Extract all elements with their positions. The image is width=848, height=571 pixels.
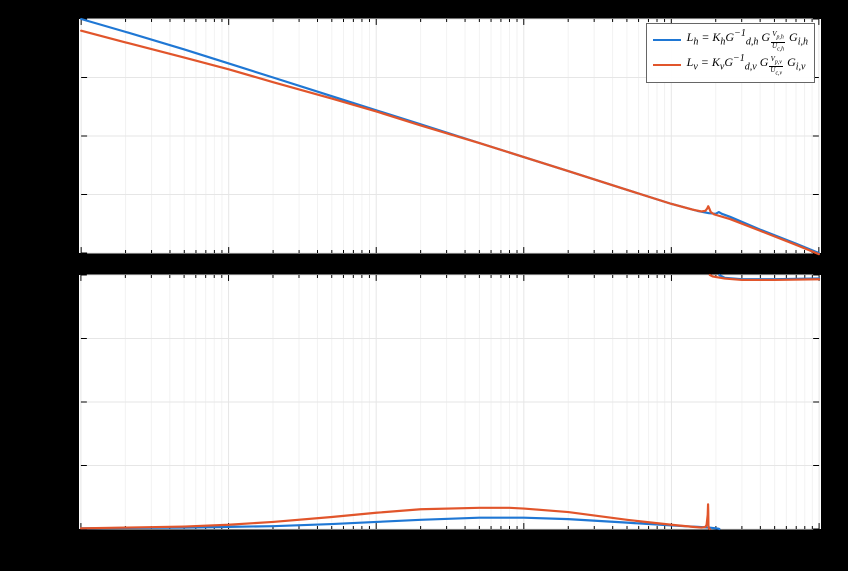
phase-ytick-label: 180 — [54, 268, 71, 280]
figure-title: Bode Diagram — [405, 1, 487, 17]
magnitude-panel: Lh = KhG−1d,h GVp,hUc,h Gi,hLv = KvG−1d,… — [78, 18, 822, 254]
mag-ytick-label: -50 — [55, 248, 70, 260]
legend-label: Lh = KhG−1d,h GVp,hUc,h Gi,h — [687, 28, 808, 53]
mag-ytick-label: 100 — [54, 71, 71, 83]
legend-label: Lv = KvG−1d,v GVp,vUc,v Gi,v — [687, 53, 806, 78]
bode-figure: Lh = KhG−1d,h GVp,hUc,h Gi,hLv = KvG−1d,… — [0, 0, 848, 571]
xtick-label: 10-1 — [217, 534, 236, 550]
magnitude-ylabel: Magnitude (dB) — [30, 103, 46, 186]
phase-ylabel: Phase (deg) — [30, 381, 46, 442]
phase-ytick-label: -180 — [50, 524, 70, 536]
phase-ytick-label: 0 — [65, 396, 71, 408]
xtick-label: 102 — [665, 534, 681, 550]
phase-ytick-label: -90 — [55, 460, 70, 472]
mag-ytick-label: 150 — [54, 12, 71, 24]
phase-plot-svg — [79, 275, 821, 529]
legend-entry-Lh: Lh = KhG−1d,h GVp,hUc,h Gi,h — [653, 28, 808, 53]
phase-panel — [78, 274, 822, 530]
xtick-label: 103 — [814, 534, 830, 550]
phase-ytick-label: 90 — [59, 332, 70, 344]
xtick-label: 10-2 — [69, 534, 88, 550]
xtick-label: 100 — [368, 534, 384, 550]
mag-ytick-label: 50 — [59, 130, 70, 142]
xlabel: Frequency (rad/s) — [390, 552, 482, 568]
mag-ytick-label: 0 — [65, 189, 71, 201]
legend-swatch — [653, 64, 681, 66]
xtick-label: 101 — [517, 534, 533, 550]
legend-swatch — [653, 39, 681, 41]
legend-entry-Lv: Lv = KvG−1d,v GVp,vUc,v Gi,v — [653, 53, 808, 78]
legend: Lh = KhG−1d,h GVp,hUc,h Gi,hLv = KvG−1d,… — [646, 23, 815, 83]
